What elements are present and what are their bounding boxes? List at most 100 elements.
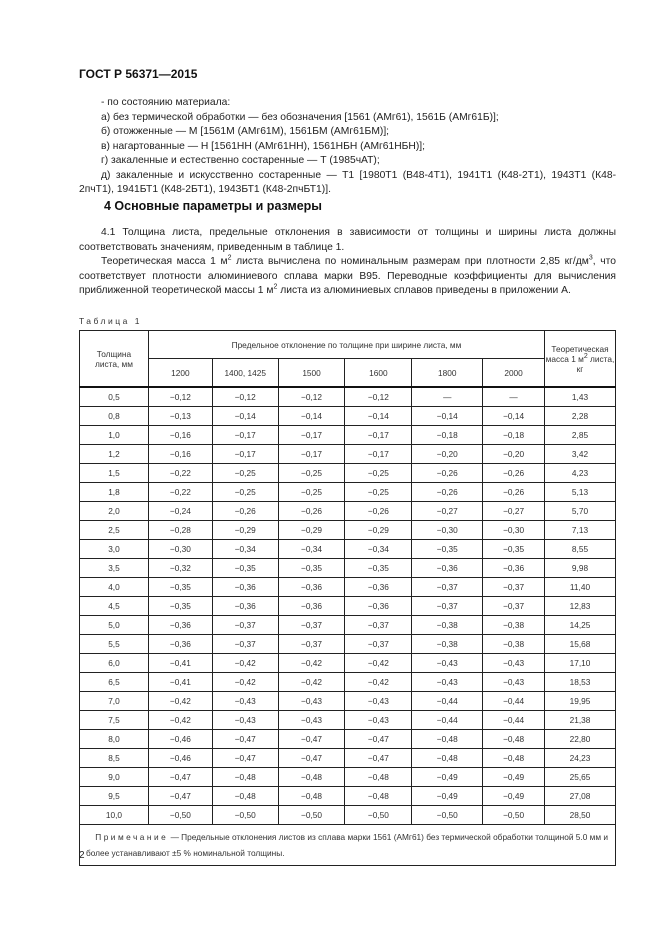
table-cell: −0,12 <box>277 386 346 407</box>
table-note: Примечание — Предельные отклонения листо… <box>79 824 616 866</box>
table-cell: 3,5 <box>79 558 149 578</box>
table-cell: −0,48 <box>411 748 484 768</box>
table-cell: −0,44 <box>411 710 484 730</box>
text: Теоретическая масса 1 м <box>101 256 228 267</box>
table-cell: −0,26 <box>482 463 545 483</box>
table-cell: −0,43 <box>344 691 413 711</box>
table-cell: −0,14 <box>482 406 545 426</box>
table-cell: −0,47 <box>147 767 213 787</box>
table-cell: −0,34 <box>211 539 279 559</box>
table-cell: 12,83 <box>544 596 616 616</box>
table-cell: −0,38 <box>482 634 545 654</box>
table-cell: −0,46 <box>147 748 213 768</box>
table-row: 9,5 −0,47 −0,48 −0,48 −0,48 −0,49 −0,49 27,08 <box>79 786 616 806</box>
table-row: 10,0 −0,50 −0,50 −0,50 −0,50 −0,50 −0,50 28,50 <box>79 805 616 825</box>
table-cell: −0,43 <box>344 710 413 730</box>
table-cell: −0,17 <box>277 425 346 445</box>
table-cell: −0,36 <box>277 577 346 597</box>
table-cell: −0,43 <box>411 653 484 673</box>
table-row: 0,8 −0,13 −0,14 −0,14 −0,14 −0,14 −0,14 2,28 <box>79 406 616 426</box>
header-width-2: 1400, 1425 <box>211 358 279 388</box>
table-cell: −0,26 <box>211 501 279 521</box>
text: , что соответствует плотности алюминиево… <box>79 256 616 296</box>
table-row: 0,5 −0,12 −0,12 −0,12 −0,12— —1,43 <box>79 386 616 407</box>
table-cell: −0,18 <box>411 425 484 445</box>
table-cell: −0,43 <box>482 653 545 673</box>
table-cell: 2,85 <box>544 425 616 445</box>
table-cell: 14,25 <box>544 615 616 635</box>
table-cell: −0,47 <box>344 729 413 749</box>
table-cell: −0,44 <box>411 691 484 711</box>
table-cell: 18,53 <box>544 672 616 692</box>
header-width-3: 1500 <box>277 358 346 388</box>
text: листа из алюминиевых сплавов приведены в… <box>277 285 571 296</box>
table-cell: −0,47 <box>277 748 346 768</box>
table-cell: −0,17 <box>344 425 413 445</box>
table-row: 1,5 −0,22 −0,25 −0,25 −0,25 −0,26 −0,26 4,23 <box>79 463 616 483</box>
table-cell: −0,44 <box>482 691 545 711</box>
table-cell: −0,42 <box>211 653 279 673</box>
table-cell: 0,8 <box>79 406 149 426</box>
table-cell: −0,43 <box>277 691 346 711</box>
header-mass: Теоретическая масса 1 м2 листа, кг <box>544 330 616 388</box>
table-cell: −0,50 <box>147 805 213 825</box>
table-cell: −0,20 <box>411 444 484 464</box>
table-cell: −0,28 <box>147 520 213 540</box>
table-cell: −0,36 <box>482 558 545 578</box>
table-cell: −0,24 <box>147 501 213 521</box>
table-cell: 3,0 <box>79 539 149 559</box>
table-cell: −0,43 <box>411 672 484 692</box>
document-code-header: ГОСТ Р 56371—2015 <box>79 67 198 81</box>
table-cell: 2,5 <box>79 520 149 540</box>
header-deviation: Предельное отклонение по толщине при шир… <box>147 330 546 359</box>
table-cell: 4,5 <box>79 596 149 616</box>
table-cell: −0,36 <box>411 558 484 578</box>
table-cell: −0,50 <box>482 805 545 825</box>
table-cell: −0,26 <box>411 482 484 502</box>
table-cell: −0,48 <box>277 767 346 787</box>
table-cell: −0,35 <box>277 558 346 578</box>
table-cell: −0,22 <box>147 463 213 483</box>
table-cell: −0,37 <box>344 615 413 635</box>
table-cell: −0,26 <box>344 501 413 521</box>
table-cell: 3,42 <box>544 444 616 464</box>
text: листа вычислена по номинальным размерам … <box>231 256 589 267</box>
table-cell: −0,20 <box>482 444 545 464</box>
list-item: в) нагартованные — Н [1561НН (АМг61НН), … <box>101 140 426 152</box>
table-cell: −0,17 <box>277 444 346 464</box>
table-cell: −0,36 <box>147 634 213 654</box>
table-cell: −0,37 <box>277 615 346 635</box>
table-cell: −0,50 <box>344 805 413 825</box>
table-cell: 5,0 <box>79 615 149 635</box>
table-cell: −0,42 <box>147 691 213 711</box>
table-cell: −0,30 <box>411 520 484 540</box>
table-cell: −0,42 <box>344 653 413 673</box>
table-cell: −0,25 <box>344 482 413 502</box>
table-row: 1,8 −0,22 −0,25 −0,25 −0,25 −0,26 −0,26 5,13 <box>79 482 616 502</box>
table-cell: 8,5 <box>79 748 149 768</box>
text: листа, кг <box>576 353 615 374</box>
table-cell: −0,43 <box>211 710 279 730</box>
table-cell: −0,14 <box>277 406 346 426</box>
table-caption: Таблица 1 <box>79 316 142 326</box>
table-cell: −0,35 <box>411 539 484 559</box>
table-note-row: Примечание — Предельные отклонения листо… <box>79 824 616 866</box>
table-cell: 24,23 <box>544 748 616 768</box>
table-cell: −0,35 <box>147 596 213 616</box>
table-cell: −0,12 <box>147 386 213 407</box>
table-cell: −0,37 <box>411 596 484 616</box>
list-item: б) отожженные — М [1561М (АМг61М), 1561Б… <box>101 126 390 137</box>
header-width-6: 2000 <box>482 358 545 388</box>
table-cell: −0,36 <box>211 577 279 597</box>
page-number: 2 <box>79 850 85 861</box>
table-row: 4,0 −0,35 −0,36 −0,36 −0,36 −0,37 −0,37 11,40 <box>79 577 616 597</box>
table-cell: 10,0 <box>79 805 149 825</box>
table-cell: 7,5 <box>79 710 149 730</box>
superscript: 2 <box>227 254 232 262</box>
table-cell: −0,17 <box>344 444 413 464</box>
table-cell: 19,95 <box>544 691 616 711</box>
table-cell: −0,26 <box>411 463 484 483</box>
table-cell: −0,36 <box>344 577 413 597</box>
paragraph-4-1: 4.1 Толщина листа, предельные отклонения… <box>79 227 616 253</box>
table-cell: 21,38 <box>544 710 616 730</box>
